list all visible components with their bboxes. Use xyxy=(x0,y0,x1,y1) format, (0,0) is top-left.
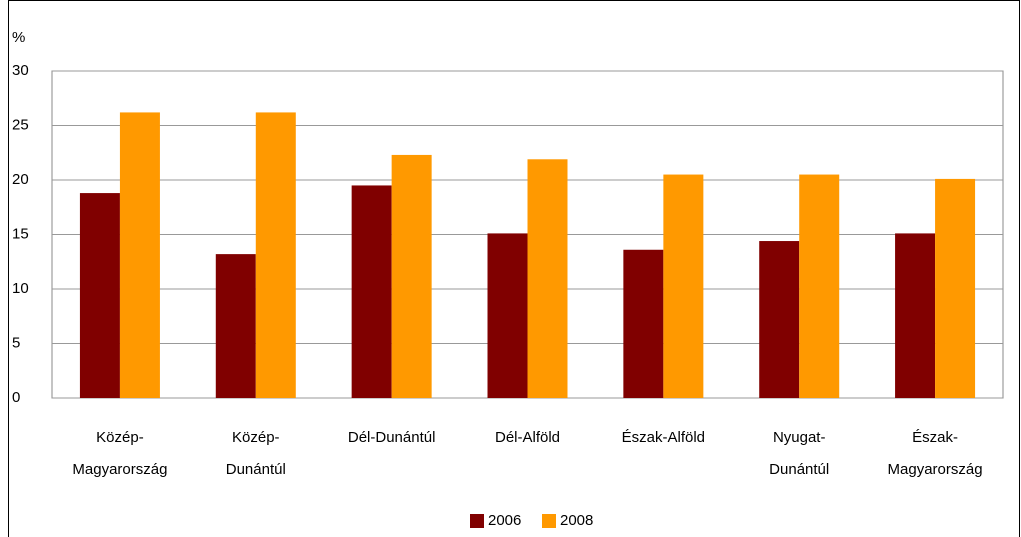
y-axis-label: % xyxy=(12,29,25,46)
bar xyxy=(799,174,840,398)
legend-label: 2006 xyxy=(488,512,521,529)
y-tick-label: 0 xyxy=(12,389,20,406)
y-tick-label: 10 xyxy=(12,280,29,297)
x-tick-label: Észak-Magyarország xyxy=(887,429,983,478)
y-tick-label: 15 xyxy=(12,225,29,242)
x-tick-label: Közép-Dunántúl xyxy=(225,429,286,478)
bar xyxy=(255,112,296,399)
bar xyxy=(935,178,976,398)
bar xyxy=(759,241,800,398)
x-tick-label: Dél-Alföld xyxy=(494,429,561,446)
bar xyxy=(663,174,704,398)
bar xyxy=(79,193,120,398)
legend-label: 2008 xyxy=(560,512,593,529)
y-tick-label: 20 xyxy=(12,171,29,188)
bar xyxy=(895,233,936,398)
x-tick-label: Észak-Alföld xyxy=(621,429,706,446)
bar xyxy=(351,185,392,398)
x-tick-label: Nyugat-Dunántúl xyxy=(769,429,830,478)
frame-border xyxy=(8,0,1020,537)
bar xyxy=(391,154,432,398)
y-tick-label: 25 xyxy=(12,116,29,133)
legend-swatch xyxy=(470,514,484,528)
y-tick-label: 5 xyxy=(12,334,20,351)
bar xyxy=(119,112,160,399)
x-tick-label: Közép-Magyarország xyxy=(72,429,168,478)
bar xyxy=(487,233,528,398)
y-tick-label: 30 xyxy=(12,62,29,79)
bar xyxy=(527,159,568,398)
legend-swatch xyxy=(542,514,556,528)
bar xyxy=(623,249,664,398)
bar xyxy=(215,254,256,398)
x-tick-label: Dél-Dunántúl xyxy=(347,429,436,446)
